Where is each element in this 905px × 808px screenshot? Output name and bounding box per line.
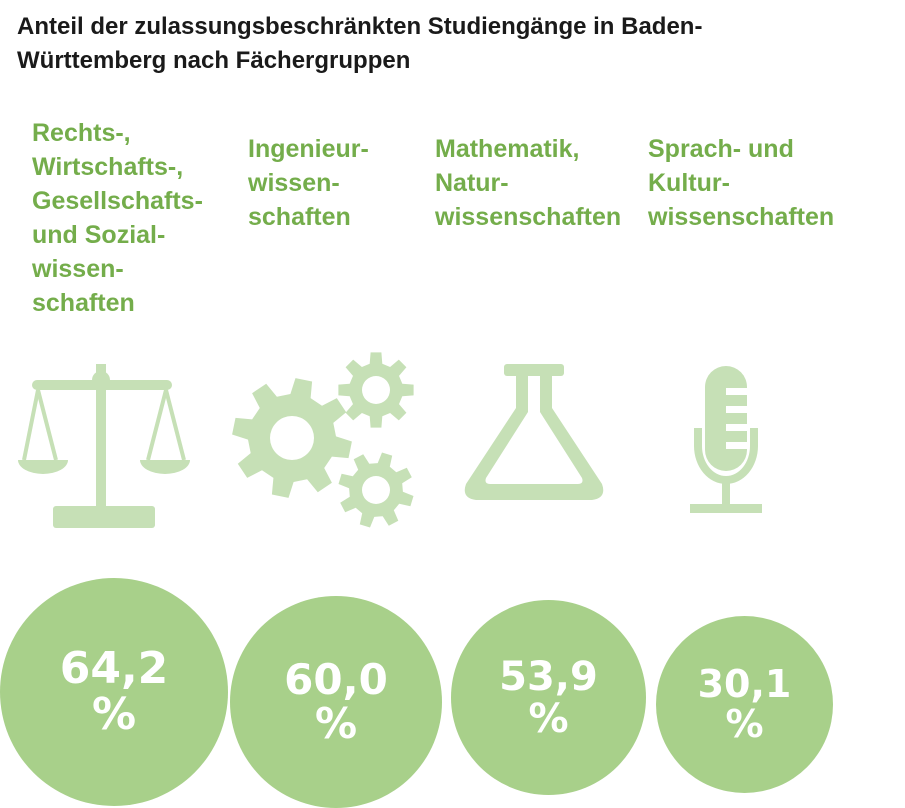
microphone-icon xyxy=(690,366,762,513)
value-label: 30,1 xyxy=(697,661,792,706)
chart-title: Anteil der zulassungsbeschränkten Studie… xyxy=(17,13,703,74)
scales-of-justice-icon xyxy=(18,364,190,528)
unit-label: % xyxy=(314,699,358,748)
category-label-language-culture: Sprach- und Kultur- wissenschaften xyxy=(648,135,835,231)
category-label-law-economics: Rechts-, Wirtschafts-, Gesellschafts- un… xyxy=(32,119,203,317)
category-label-engineering: Ingenieur- wissen- schaften xyxy=(248,135,369,231)
value-bubble-language-culture: 30,1 % xyxy=(656,616,833,793)
gears-icon xyxy=(232,352,414,528)
category-label-math-science: Mathematik, Natur- wissenschaften xyxy=(435,135,622,231)
unit-label: % xyxy=(91,689,137,740)
value-label: 53,9 xyxy=(499,653,598,700)
unit-label: % xyxy=(725,701,764,746)
unit-label: % xyxy=(528,695,569,742)
value-bubble-engineering: 60,0 % xyxy=(230,596,442,808)
value-bubble-law-economics: 64,2 % xyxy=(0,578,228,806)
value-label: 60,0 xyxy=(284,654,388,704)
value-label: 64,2 xyxy=(59,642,169,694)
flask-icon xyxy=(464,364,604,500)
value-bubble-math-science: 53,9 % xyxy=(451,600,646,795)
